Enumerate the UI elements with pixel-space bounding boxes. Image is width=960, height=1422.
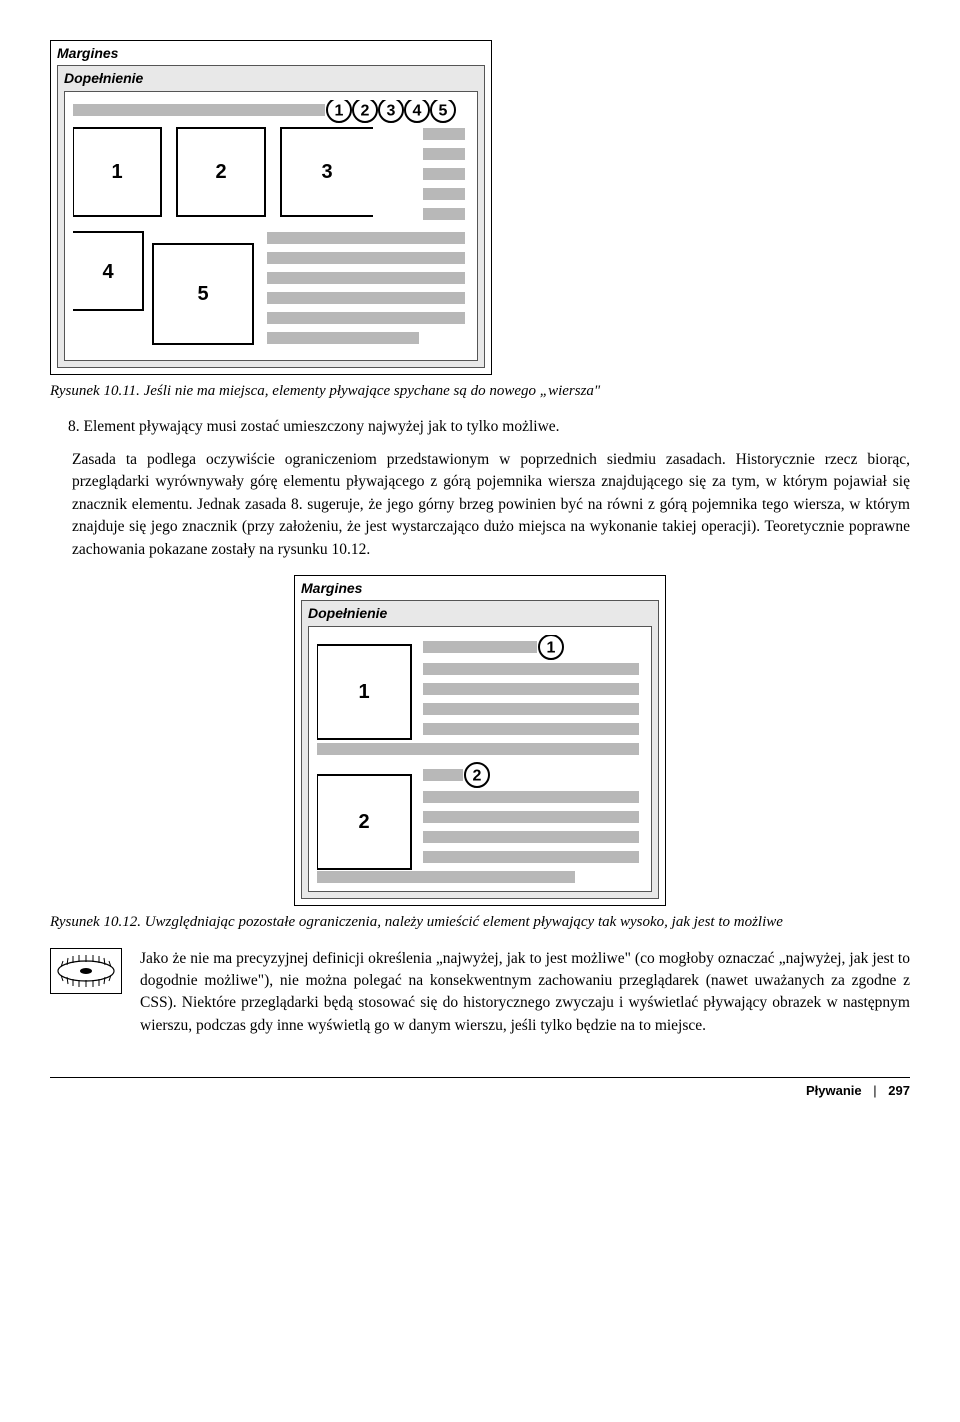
- footer-section: Pływanie: [806, 1083, 862, 1098]
- trap-icon: [50, 948, 122, 994]
- warning-note: Jako że nie ma precyzyjnej definicji okr…: [50, 948, 910, 1038]
- svg-text:5: 5: [439, 102, 448, 119]
- svg-text:2: 2: [215, 161, 226, 183]
- svg-text:5: 5: [197, 283, 208, 305]
- caption-10-11: Rysunek 10.11. Jeśli nie ma miejsca, ele…: [50, 381, 910, 403]
- figure-10-11: Margines Dopełnienie 1 2 3 4 5: [50, 40, 492, 375]
- svg-text:3: 3: [321, 161, 332, 183]
- padding-box: Dopełnienie 1 2 3 4 5: [57, 65, 485, 367]
- svg-text:3: 3: [387, 102, 396, 119]
- svg-text:2: 2: [358, 811, 369, 833]
- caption-10-12: Rysunek 10.12. Uwzględniając pozostałe o…: [50, 912, 910, 934]
- rule-8: 8. Element pływający musi zostać umieszc…: [50, 416, 910, 438]
- svg-text:1: 1: [547, 639, 556, 656]
- svg-text:2: 2: [473, 767, 482, 784]
- footer-separator: |: [865, 1083, 884, 1098]
- figure-10-12: Margines Dopełnienie 1 1 2: [294, 575, 666, 906]
- figure2-svg: 1 1 2 2: [317, 635, 639, 883]
- dopelnienie-label: Dopełnienie: [58, 66, 484, 90]
- content-box: 1 2 3 4 5 1 2 3: [64, 91, 478, 361]
- svg-text:4: 4: [413, 102, 422, 119]
- paragraph-1: Zasada ta podlega oczywiście ograniczeni…: [50, 449, 910, 561]
- warning-text: Jako że nie ma precyzyjnej definicji okr…: [140, 948, 910, 1038]
- margines-label: Margines: [51, 41, 491, 65]
- dopelnienie-label-2: Dopełnienie: [302, 601, 658, 625]
- svg-text:1: 1: [358, 681, 369, 703]
- svg-text:1: 1: [111, 161, 122, 183]
- svg-text:1: 1: [335, 102, 344, 119]
- footer-page: 297: [888, 1083, 910, 1098]
- page-footer: Pływanie | 297: [50, 1077, 910, 1101]
- svg-text:4: 4: [102, 261, 114, 283]
- content-box-2: 1 1 2 2: [308, 626, 652, 892]
- margines-label-2: Margines: [295, 576, 665, 600]
- figure1-svg: 1 2 3 4 5 1 2 3: [73, 100, 465, 352]
- svg-text:2: 2: [361, 102, 370, 119]
- padding-box-2: Dopełnienie 1 1 2: [301, 600, 659, 898]
